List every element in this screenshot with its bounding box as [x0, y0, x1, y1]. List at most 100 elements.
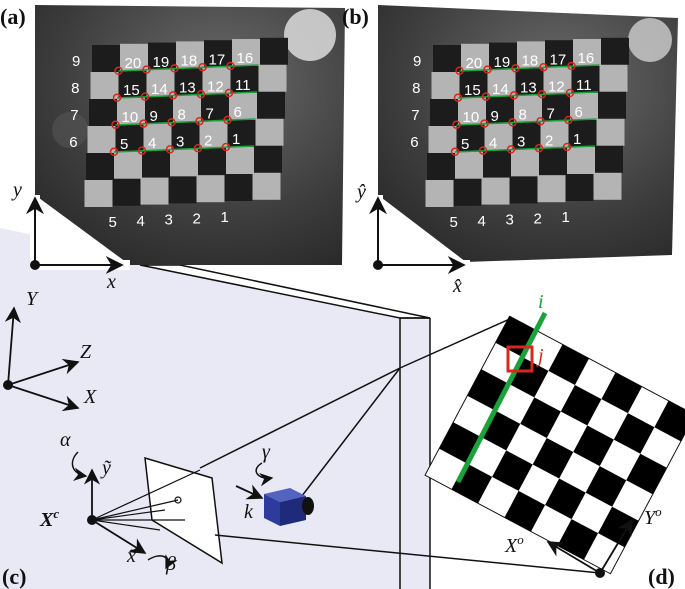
grid-number: 12	[548, 78, 565, 95]
photo-cell	[571, 66, 600, 93]
photo-cell	[232, 39, 260, 66]
grid-number: 3	[517, 134, 525, 151]
corner-marker	[564, 115, 573, 125]
grid-number: 15	[464, 82, 481, 99]
photo-cell	[489, 42, 517, 70]
grid-number: 14	[492, 81, 509, 98]
grid-number: 1	[232, 131, 240, 148]
axis-x-label-b: x̂	[452, 275, 462, 297]
board-axis-x: Xo	[504, 532, 524, 557]
axes-b: ŷ x̂	[355, 181, 470, 297]
corner-marker	[450, 147, 460, 157]
photo-cell	[483, 150, 511, 178]
corner-marker	[536, 116, 545, 126]
board-square	[613, 413, 655, 454]
photo-cell	[430, 99, 458, 126]
photo-cell	[90, 72, 119, 99]
board-square	[573, 425, 614, 467]
photo-cell	[598, 91, 626, 119]
photo-cell	[168, 176, 197, 204]
grid-number: 6	[575, 104, 583, 121]
bottom-number: 2	[193, 210, 201, 227]
detected-line	[115, 118, 256, 126]
photo-cell	[481, 177, 510, 205]
axis-x-label-a: x	[106, 271, 116, 293]
board-square	[545, 478, 586, 520]
grid-number: 5	[120, 136, 128, 153]
corner-marker	[223, 115, 232, 125]
photo-cell	[202, 67, 231, 95]
grid-number: 18	[181, 53, 198, 70]
corner-marker	[506, 145, 516, 154]
photo-cell	[540, 121, 569, 149]
row-number: 6	[69, 134, 77, 151]
row-number: 9	[72, 53, 80, 70]
grid-number: 13	[179, 80, 196, 97]
photo-cell	[230, 66, 259, 93]
corner-marker	[226, 61, 235, 71]
photo-cell	[252, 172, 281, 200]
wall-slab	[139, 264, 431, 589]
photo-cell	[140, 177, 169, 205]
photo-cell	[512, 122, 541, 150]
corner-marker	[483, 65, 492, 74]
detected-line	[118, 64, 259, 72]
corner-marker	[511, 64, 520, 73]
photo-cell	[196, 175, 225, 203]
photo-cell	[433, 45, 461, 72]
board-square	[654, 400, 685, 442]
corner-marker	[534, 143, 544, 153]
photo-cell	[517, 41, 545, 69]
photo-cell	[573, 39, 601, 66]
photo-cell	[112, 178, 141, 206]
photo-cell	[142, 150, 170, 178]
photo-cell	[260, 37, 288, 65]
background-plane	[0, 228, 430, 589]
photo-cell	[568, 120, 597, 147]
photo-cell	[257, 91, 285, 119]
photo-cell	[204, 40, 232, 68]
panel-label-a: (a)	[0, 4, 26, 29]
photo-cell	[461, 43, 489, 71]
corner-marker	[114, 66, 123, 76]
detected-line	[457, 91, 599, 99]
photo-cell	[599, 64, 628, 92]
corner-marker	[452, 120, 461, 130]
row-number: 9	[413, 53, 421, 70]
photo-cell	[92, 45, 120, 72]
grid-number: 9	[150, 108, 158, 125]
checkerboard-d: i j Xo Yo	[424, 291, 685, 578]
photo-cell	[427, 153, 455, 180]
photo-cell	[595, 145, 623, 173]
axes-a: y x	[11, 179, 130, 293]
corner-marker	[165, 145, 175, 154]
corner-marker	[170, 64, 179, 73]
row-number: 7	[411, 107, 419, 124]
photo-cell	[171, 122, 200, 150]
grid-number: 20	[125, 55, 142, 72]
panel-label-d: (d)	[648, 564, 675, 589]
photo-cell	[514, 95, 542, 123]
grid-number: 2	[545, 132, 553, 149]
camera-model: α ỹ x̃ β γ k Xc	[39, 317, 601, 575]
photo-cell	[537, 175, 566, 203]
photo-cell	[455, 151, 483, 179]
grid-number: 8	[519, 107, 527, 124]
photo-cell	[201, 94, 229, 122]
grid-number: 17	[209, 51, 226, 68]
corner-marker	[537, 89, 547, 99]
photo-cell	[146, 69, 175, 97]
world-axis-X: X	[83, 386, 97, 408]
photo-cell	[117, 97, 145, 125]
corner-marker	[478, 146, 488, 155]
panel-label-c: (c)	[2, 564, 26, 589]
axis-y-label-a: y	[11, 179, 22, 201]
board-square	[520, 397, 561, 438]
grid-number: 19	[153, 54, 170, 71]
grid-number: 19	[494, 54, 511, 71]
photo-cell	[258, 64, 287, 92]
bottom-number: 1	[562, 209, 570, 226]
bottom-number: 4	[478, 213, 486, 230]
